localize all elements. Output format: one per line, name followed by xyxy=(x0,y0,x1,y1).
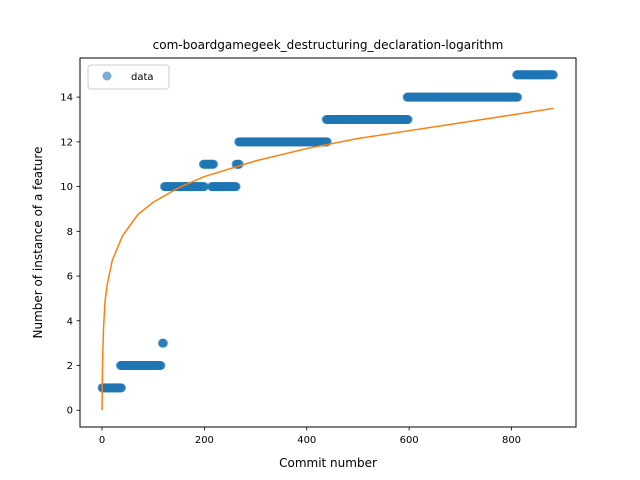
x-tick-label: 200 xyxy=(195,435,214,446)
data-point xyxy=(403,115,413,124)
data-segment xyxy=(207,182,241,192)
y-tick-label: 12 xyxy=(60,137,73,148)
data-point xyxy=(116,383,126,393)
x-tick-label: 600 xyxy=(400,435,419,446)
data-point xyxy=(158,338,168,348)
data-point xyxy=(548,70,558,80)
y-tick-label: 14 xyxy=(60,93,73,104)
y-tick-label: 10 xyxy=(60,182,73,193)
data-point xyxy=(156,361,166,370)
legend-label-data: data xyxy=(131,72,154,83)
data-point xyxy=(199,182,209,192)
data-segment xyxy=(198,159,219,169)
data-segment xyxy=(159,182,209,192)
data-point xyxy=(231,182,241,192)
data-segment xyxy=(321,115,413,124)
plot-area xyxy=(97,70,558,411)
data-segment xyxy=(234,137,332,147)
x-axis: 0 200 400 600 800 xyxy=(99,427,521,446)
fit-curve-line xyxy=(101,107,554,411)
y-axis: 0 2 4 6 8 10 12 14 xyxy=(60,93,80,417)
y-axis-title: Number of instance of a feature xyxy=(31,147,45,339)
x-tick-label: 800 xyxy=(502,435,521,446)
y-tick-label: 4 xyxy=(67,316,73,327)
x-axis-title: Commit number xyxy=(279,456,377,470)
x-tick-label: 0 xyxy=(99,435,105,446)
axes-frame xyxy=(79,57,577,428)
legend: data xyxy=(87,64,170,90)
data-segment xyxy=(157,338,168,348)
data-point xyxy=(513,92,523,102)
data-point xyxy=(209,159,219,169)
y-tick-label: 8 xyxy=(67,227,73,238)
legend-frame xyxy=(87,64,170,90)
data-segment xyxy=(402,92,523,102)
data-segment xyxy=(512,70,558,80)
legend-marker-data xyxy=(102,71,112,81)
y-tick-label: 6 xyxy=(67,272,73,283)
chart-title: com-boardgamegeek_destructuring_declarat… xyxy=(153,38,504,52)
data-segment xyxy=(115,361,166,370)
y-tick-label: 0 xyxy=(67,406,73,417)
y-tick-label: 2 xyxy=(67,361,73,372)
x-tick-label: 400 xyxy=(297,435,316,446)
